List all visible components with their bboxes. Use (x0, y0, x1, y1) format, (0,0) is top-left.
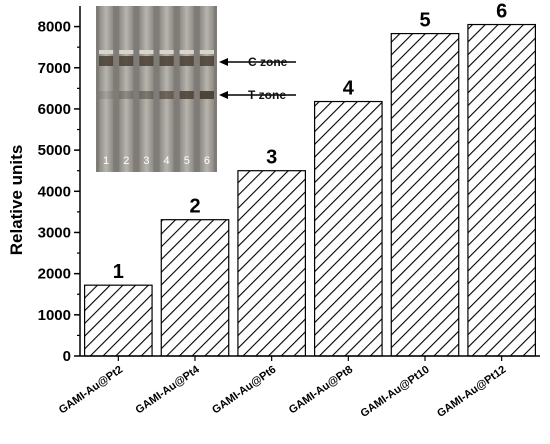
strip-edge (199, 50, 214, 54)
lane-number: 2 (123, 155, 129, 167)
strip-edge (119, 50, 134, 54)
bar (314, 100, 383, 357)
c-line-band (199, 56, 214, 66)
y-tick-label: 8000 (38, 19, 71, 36)
y-tick-label: 4000 (38, 183, 71, 200)
bar-number-label: 1 (113, 261, 124, 283)
y-tick-label: 7000 (38, 60, 71, 77)
t-zone-label: T zone (248, 88, 286, 102)
bar (390, 32, 460, 357)
y-axis: 0 1000 2000 3000 4000 5000 6000 7000 8000 (38, 6, 81, 365)
bar (467, 23, 536, 357)
inset-photo-background (96, 6, 217, 172)
x-tick-label: GAMI-Au@Pt10 (358, 364, 431, 420)
test-strip (199, 6, 214, 172)
y-tick-label: 0 (63, 348, 71, 365)
x-tick-label: GAMI-Au@Pt8 (287, 364, 355, 417)
test-strip (159, 6, 174, 172)
t-line-band (119, 91, 134, 99)
c-zone-label: C zone (248, 55, 288, 69)
bars (83, 23, 536, 357)
lane-number: 4 (164, 155, 170, 167)
c-line-band (159, 56, 174, 66)
lane-number: 3 (143, 155, 149, 167)
strip-edge (139, 50, 154, 54)
bar-number-labels: 1 2 3 4 5 6 (113, 1, 507, 284)
x-tick-label: GAMI-Au@Pt2 (57, 364, 125, 417)
bar-number-label: 3 (266, 147, 277, 169)
strip-edge (159, 50, 174, 54)
bar-number-label: 5 (419, 10, 430, 32)
t-line-band (159, 91, 174, 99)
x-tick-label: GAMI-Au@Pt12 (435, 364, 508, 420)
c-line-band (119, 56, 134, 66)
t-line-band (139, 91, 154, 99)
y-tick-label: 3000 (38, 224, 71, 241)
x-tick-label: GAMI-Au@Pt6 (210, 364, 278, 417)
y-axis-label: Relative units (7, 145, 26, 256)
t-line-band (199, 91, 214, 99)
bar-number-label: 6 (496, 1, 507, 23)
c-zone-arrowhead (219, 58, 228, 66)
inset-annotations: C zone T zone (219, 55, 296, 102)
test-strip (179, 6, 194, 172)
strip-edge (99, 50, 114, 54)
y-tick-label: 1000 (38, 307, 71, 324)
test-strip (119, 6, 134, 172)
y-tick-label: 5000 (38, 142, 71, 159)
t-zone-arrowhead (219, 91, 228, 99)
c-line-band (179, 56, 194, 66)
lateral-flow-strip-photo-inset: 1 2 3 4 5 6 (96, 6, 217, 172)
c-line-band (99, 56, 114, 66)
bar-number-label: 2 (189, 196, 200, 218)
test-strip (139, 6, 154, 172)
t-line-band (179, 91, 194, 99)
t-line-band (99, 91, 114, 99)
x-axis: GAMI-Au@Pt2 GAMI-Au@Pt4 GAMI-Au@Pt6 GAMI-Au… (57, 355, 540, 420)
bar (160, 219, 230, 357)
bar (237, 170, 307, 357)
strip-edge (179, 50, 194, 54)
y-tick-label: 2000 (38, 266, 71, 283)
y-tick-label: 6000 (38, 101, 71, 118)
bar (83, 284, 153, 357)
x-tick-label: GAMI-Au@Pt4 (133, 363, 202, 416)
lane-number: 5 (184, 155, 190, 167)
lane-number: 6 (204, 155, 210, 167)
lane-number: 1 (103, 155, 109, 167)
test-strip (99, 6, 114, 172)
c-line-band (139, 56, 154, 66)
bar-number-label: 4 (343, 78, 355, 100)
